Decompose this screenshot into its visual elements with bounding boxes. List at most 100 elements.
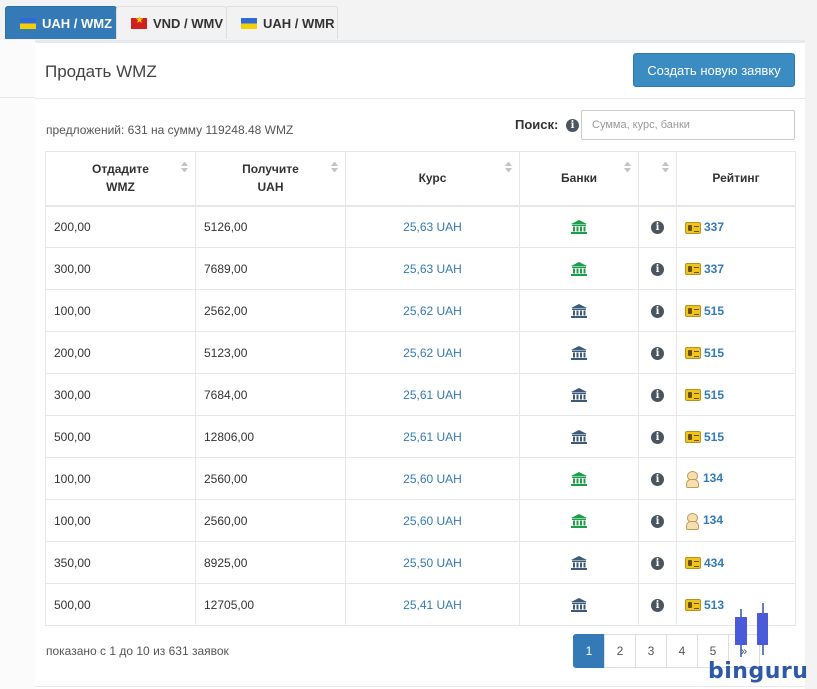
tab-uah-wmr[interactable]: UAH / WMR <box>226 6 338 39</box>
exchange-rate[interactable]: 25,41 UAH <box>345 583 520 626</box>
rating-value[interactable]: 513 <box>704 597 725 612</box>
table-row[interactable]: 350,00 8925,00 25,50 UAH i 434 <box>45 541 796 584</box>
rating-value[interactable]: 515 <box>704 303 725 318</box>
offers-panel: Продать WMZ Создать новую заявку предлож… <box>35 40 805 689</box>
table-row[interactable]: 200,00 5123,00 25,62 UAH i 515 <box>45 331 796 374</box>
bank-icon[interactable] <box>571 597 587 612</box>
rating-cell[interactable]: 515 <box>676 331 796 374</box>
rating-value[interactable]: 134 <box>703 512 724 527</box>
rating-value[interactable]: 515 <box>704 387 725 402</box>
rating-cell[interactable]: 434 <box>676 541 796 584</box>
rating-cell[interactable]: 337 <box>676 247 796 290</box>
table-row[interactable]: 300,00 7689,00 25,63 UAH i 337 <box>45 247 796 290</box>
page-button-5[interactable]: 5 <box>697 634 729 668</box>
info-icon[interactable]: i <box>651 557 664 570</box>
sort-icon[interactable] <box>624 162 631 172</box>
bank-icon[interactable] <box>571 261 587 276</box>
column-header-info[interactable] <box>638 151 677 207</box>
info-icon[interactable]: i <box>651 389 664 402</box>
table-row[interactable]: 100,00 2562,00 25,62 UAH i 515 <box>45 289 796 332</box>
exchange-rate[interactable]: 25,61 UAH <box>345 415 520 458</box>
info-icon[interactable]: i <box>651 263 664 276</box>
column-header-receive[interactable]: Получите UAH <box>195 151 346 207</box>
info-cell: i <box>638 415 677 458</box>
table-row[interactable]: 200,00 5126,00 25,63 UAH i 337 <box>45 205 796 248</box>
sort-icon[interactable] <box>662 162 669 172</box>
rating-value[interactable]: 337 <box>704 261 725 276</box>
table-row[interactable]: 500,00 12705,00 25,41 UAH i 513 <box>45 583 796 626</box>
table-row[interactable]: 500,00 12806,00 25,61 UAH i 515 <box>45 415 796 458</box>
certificate-badge-icon <box>685 263 701 276</box>
rating-cell[interactable]: 515 <box>676 289 796 332</box>
page-button-2[interactable]: 2 <box>604 634 636 668</box>
column-header-banks[interactable]: Банки <box>519 151 639 207</box>
certificate-badge-icon <box>685 431 701 444</box>
tab-vnd-wmv[interactable]: VND / WMV <box>116 6 227 39</box>
sort-icon[interactable] <box>505 162 512 172</box>
sort-icon[interactable] <box>181 162 188 172</box>
pagination-info: показано с 1 до 10 из 631 заявок <box>46 644 229 658</box>
column-header-give[interactable]: Отдадите WMZ <box>45 151 196 207</box>
watermark-text: binguru <box>708 659 809 684</box>
exchange-rate[interactable]: 25,62 UAH <box>345 289 520 332</box>
rating-cell[interactable]: 515 <box>676 373 796 416</box>
info-icon[interactable]: i <box>651 305 664 318</box>
rating-value[interactable]: 434 <box>704 555 725 570</box>
give-amount: 500,00 <box>45 583 196 626</box>
table-row[interactable]: 100,00 2560,00 25,60 UAH i 134 <box>45 457 796 500</box>
bank-icon[interactable] <box>571 303 587 318</box>
give-amount: 300,00 <box>45 373 196 416</box>
header-label: WMZ <box>106 180 135 195</box>
info-cell: i <box>638 289 677 332</box>
exchange-rate[interactable]: 25,62 UAH <box>345 331 520 374</box>
column-header-rate[interactable]: Курс <box>345 151 520 207</box>
sort-icon[interactable] <box>331 162 338 172</box>
banks-cell <box>519 331 639 374</box>
page-button-3[interactable]: 3 <box>635 634 667 668</box>
info-icon[interactable]: i <box>651 599 664 612</box>
receive-amount: 2560,00 <box>195 457 346 500</box>
receive-amount: 8925,00 <box>195 541 346 584</box>
info-icon[interactable]: i <box>651 515 664 528</box>
rating-cell[interactable]: 134 <box>676 457 796 500</box>
header-label: UAH <box>257 180 284 195</box>
page-button-1[interactable]: 1 <box>573 634 605 668</box>
exchange-rate[interactable]: 25,60 UAH <box>345 457 520 500</box>
info-icon[interactable]: i <box>651 347 664 360</box>
receive-amount: 5123,00 <box>195 331 346 374</box>
info-icon[interactable]: i <box>651 221 664 235</box>
tab-uah-wmz[interactable]: UAH / WMZ <box>5 6 117 39</box>
info-icon[interactable]: i <box>651 473 664 486</box>
table-row[interactable]: 300,00 7684,00 25,61 UAH i 515 <box>45 373 796 416</box>
page-button-4[interactable]: 4 <box>666 634 698 668</box>
search-input[interactable] <box>581 110 795 140</box>
rating-value[interactable]: 337 <box>704 219 725 234</box>
bank-icon[interactable] <box>571 345 587 360</box>
info-cell: i <box>638 499 677 542</box>
rating-value[interactable]: 515 <box>704 429 725 444</box>
give-amount: 200,00 <box>45 331 196 374</box>
create-request-button[interactable]: Создать новую заявку <box>633 53 795 87</box>
exchange-rate[interactable]: 25,61 UAH <box>345 373 520 416</box>
rating-cell[interactable]: 337 <box>676 205 796 248</box>
rating-cell[interactable]: 134 <box>676 499 796 542</box>
rating-cell[interactable]: 515 <box>676 415 796 458</box>
exchange-rate[interactable]: 25,60 UAH <box>345 499 520 542</box>
bank-icon[interactable] <box>571 387 587 402</box>
receive-amount: 7684,00 <box>195 373 346 416</box>
bank-icon[interactable] <box>571 429 587 444</box>
rating-value[interactable]: 515 <box>704 345 725 360</box>
receive-amount: 7689,00 <box>195 247 346 290</box>
bank-icon[interactable] <box>571 220 587 235</box>
exchange-rate[interactable]: 25,63 UAH <box>345 205 520 248</box>
exchange-rate[interactable]: 25,50 UAH <box>345 541 520 584</box>
bank-icon[interactable] <box>571 471 587 486</box>
table-row[interactable]: 100,00 2560,00 25,60 UAH i 134 <box>45 499 796 542</box>
exchange-rate[interactable]: 25,63 UAH <box>345 247 520 290</box>
info-icon[interactable]: i <box>565 119 579 132</box>
rating-value[interactable]: 134 <box>703 470 724 485</box>
bank-icon[interactable] <box>571 555 587 570</box>
info-icon[interactable]: i <box>651 431 664 444</box>
bank-icon[interactable] <box>571 513 587 528</box>
header-label: Рейтинг <box>712 171 760 186</box>
